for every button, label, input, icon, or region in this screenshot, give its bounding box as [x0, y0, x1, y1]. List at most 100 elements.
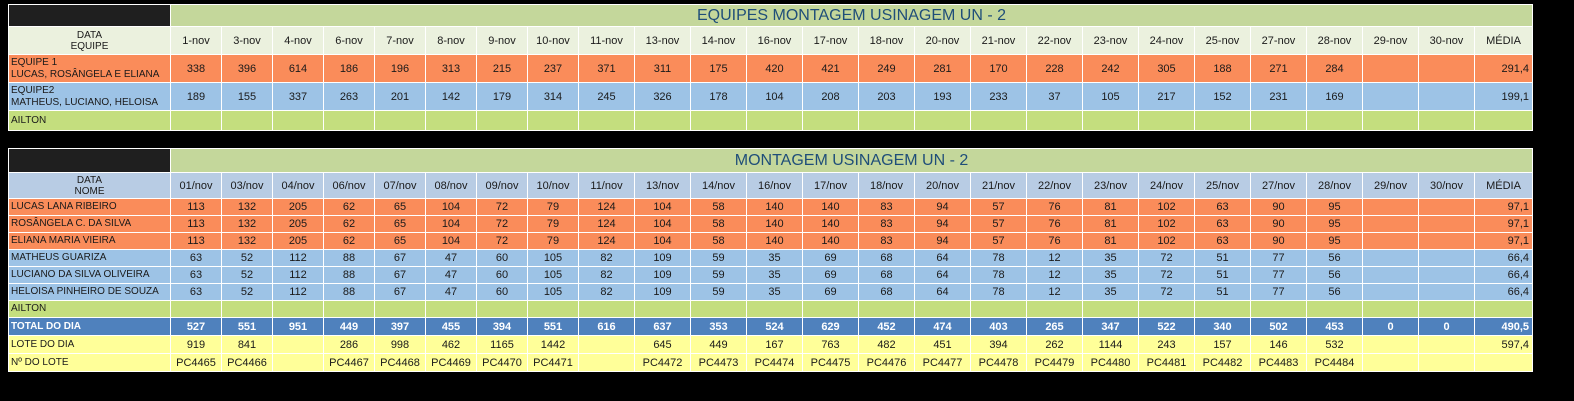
- value-cell[interactable]: 72: [1138, 266, 1195, 284]
- lote-cell[interactable]: 449: [690, 335, 747, 354]
- value-cell[interactable]: [476, 110, 528, 131]
- lote-number-cell[interactable]: PC4474: [746, 353, 803, 372]
- date-header[interactable]: 6-nov: [323, 26, 375, 55]
- lote-cell[interactable]: [272, 335, 324, 354]
- value-cell[interactable]: 124: [578, 215, 635, 233]
- total-label[interactable]: TOTAL DO DIA: [8, 317, 171, 336]
- value-cell[interactable]: [970, 300, 1027, 318]
- value-cell[interactable]: 152: [1194, 82, 1251, 111]
- avg-cell[interactable]: 66,4: [1474, 283, 1533, 301]
- employee-name[interactable]: ELIANA MARIA VIEIRA: [8, 232, 171, 250]
- value-cell[interactable]: 79: [527, 198, 579, 216]
- date-header[interactable]: 11/nov: [578, 172, 635, 199]
- employee-name[interactable]: AILTON: [8, 300, 171, 318]
- value-cell[interactable]: 77: [1250, 283, 1307, 301]
- value-cell[interactable]: [1418, 110, 1475, 131]
- value-cell[interactable]: [1362, 283, 1419, 301]
- value-cell[interactable]: [221, 110, 273, 131]
- date-header[interactable]: 09/nov: [476, 172, 528, 199]
- lote-number-cell[interactable]: [1418, 353, 1475, 372]
- value-cell[interactable]: [1418, 232, 1475, 250]
- value-cell[interactable]: [858, 300, 915, 318]
- value-cell[interactable]: [858, 110, 915, 131]
- lote-number-cell[interactable]: PC4484: [1306, 353, 1363, 372]
- value-cell[interactable]: 196: [374, 54, 426, 83]
- date-header[interactable]: 21/nov: [970, 172, 1027, 199]
- lote-number-cell[interactable]: [272, 353, 324, 372]
- value-cell[interactable]: 188: [1194, 54, 1251, 83]
- value-cell[interactable]: [1026, 300, 1083, 318]
- total-cell[interactable]: 347: [1082, 317, 1139, 336]
- lote-cell[interactable]: 243: [1138, 335, 1195, 354]
- value-cell[interactable]: [425, 110, 477, 131]
- lote-cell[interactable]: 1442: [527, 335, 579, 354]
- value-cell[interactable]: 90: [1250, 215, 1307, 233]
- value-cell[interactable]: 76: [1026, 232, 1083, 250]
- date-header[interactable]: 1-nov: [170, 26, 222, 55]
- date-header[interactable]: 7-nov: [374, 26, 426, 55]
- total-cell[interactable]: 951: [272, 317, 324, 336]
- value-cell[interactable]: 83: [858, 232, 915, 250]
- value-cell[interactable]: 72: [1138, 283, 1195, 301]
- total-cell[interactable]: 397: [374, 317, 426, 336]
- value-cell[interactable]: 105: [1082, 82, 1139, 111]
- value-cell[interactable]: 124: [578, 198, 635, 216]
- lote-number-cell[interactable]: PC4467: [323, 353, 375, 372]
- value-cell[interactable]: 90: [1250, 198, 1307, 216]
- value-cell[interactable]: [1362, 82, 1419, 111]
- date-header[interactable]: 25-nov: [1194, 26, 1251, 55]
- value-cell[interactable]: 140: [746, 215, 803, 233]
- value-cell[interactable]: 231: [1250, 82, 1307, 111]
- value-cell[interactable]: 95: [1306, 198, 1363, 216]
- value-cell[interactable]: 67: [374, 249, 426, 267]
- value-cell[interactable]: 12: [1026, 283, 1083, 301]
- value-cell[interactable]: 104: [425, 232, 477, 250]
- value-cell[interactable]: 59: [690, 283, 747, 301]
- value-cell[interactable]: 271: [1250, 54, 1307, 83]
- team-label[interactable]: EQUIPE2 MATHEUS, LUCIANO, HELOISA: [8, 82, 171, 111]
- value-cell[interactable]: 83: [858, 215, 915, 233]
- total-cell[interactable]: 524: [746, 317, 803, 336]
- value-cell[interactable]: 142: [425, 82, 477, 111]
- lote-number-cell[interactable]: PC4466: [221, 353, 273, 372]
- lote-avg-cell[interactable]: 597,4: [1474, 335, 1533, 354]
- lote-number-cell[interactable]: PC4465: [170, 353, 222, 372]
- value-cell[interactable]: 205: [272, 198, 324, 216]
- value-cell[interactable]: 113: [170, 215, 222, 233]
- value-cell[interactable]: 35: [1082, 249, 1139, 267]
- value-cell[interactable]: 65: [374, 198, 426, 216]
- value-cell[interactable]: 614: [272, 54, 324, 83]
- value-cell[interactable]: 104: [425, 215, 477, 233]
- date-header[interactable]: 25/nov: [1194, 172, 1251, 199]
- value-cell[interactable]: 68: [858, 249, 915, 267]
- value-cell[interactable]: 94: [914, 198, 971, 216]
- lote-number-cell[interactable]: PC4482: [1194, 353, 1251, 372]
- avg-cell[interactable]: 97,1: [1474, 215, 1533, 233]
- value-cell[interactable]: 56: [1306, 266, 1363, 284]
- value-cell[interactable]: [1194, 110, 1251, 131]
- value-cell[interactable]: [970, 110, 1027, 131]
- total-cell[interactable]: 0: [1418, 317, 1475, 336]
- value-cell[interactable]: 169: [1306, 82, 1363, 111]
- value-cell[interactable]: 72: [476, 198, 528, 216]
- lote-number-cell[interactable]: PC4480: [1082, 353, 1139, 372]
- lote-number-cell[interactable]: PC4475: [802, 353, 859, 372]
- value-cell[interactable]: 57: [970, 215, 1027, 233]
- total-cell[interactable]: 616: [578, 317, 635, 336]
- value-cell[interactable]: [374, 300, 426, 318]
- value-cell[interactable]: 69: [802, 266, 859, 284]
- value-cell[interactable]: 78: [970, 283, 1027, 301]
- value-cell[interactable]: [1418, 283, 1475, 301]
- date-header[interactable]: 10/nov: [527, 172, 579, 199]
- value-cell[interactable]: 58: [690, 198, 747, 216]
- date-header[interactable]: 17/nov: [802, 172, 859, 199]
- value-cell[interactable]: 76: [1026, 198, 1083, 216]
- date-header[interactable]: 4-nov: [272, 26, 324, 55]
- value-cell[interactable]: 47: [425, 249, 477, 267]
- value-cell[interactable]: 37: [1026, 82, 1083, 111]
- value-cell[interactable]: 58: [690, 215, 747, 233]
- value-cell[interactable]: 104: [425, 198, 477, 216]
- value-cell[interactable]: [578, 300, 635, 318]
- value-cell[interactable]: [690, 300, 747, 318]
- value-cell[interactable]: 35: [746, 249, 803, 267]
